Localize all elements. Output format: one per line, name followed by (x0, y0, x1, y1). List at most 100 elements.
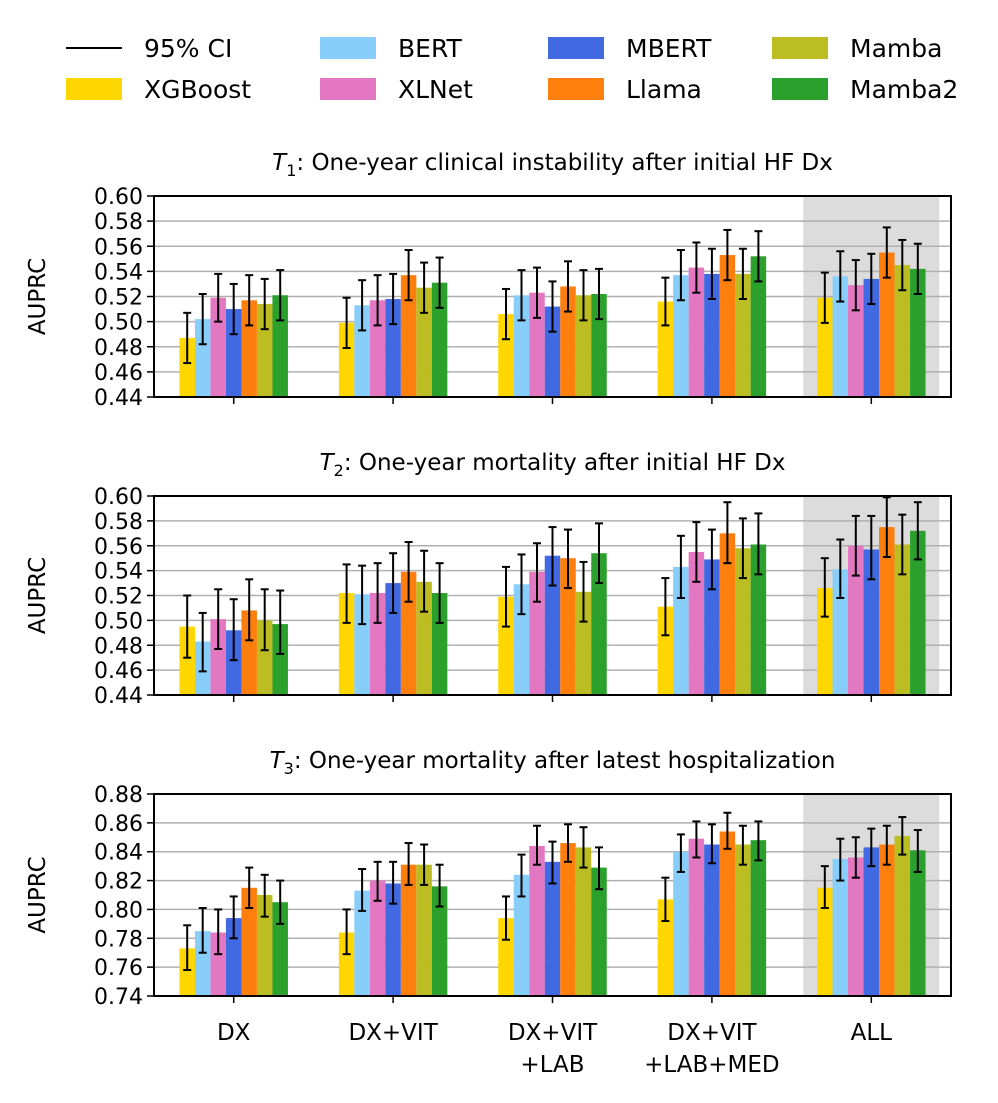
bar-xgboost-all (817, 588, 833, 695)
bar-bert-dx-vit-lab (513, 584, 530, 695)
y-tick-label: 0.46 (94, 659, 143, 684)
bar-mamba-dx-vit-lab (575, 591, 592, 695)
y-tick-label: 0.50 (94, 609, 143, 634)
y-tick-label: 0.80 (94, 898, 143, 923)
y-tick-label: 0.58 (94, 210, 143, 235)
bar-mamba2-dx-vit (431, 593, 448, 695)
bar-mamba-all (894, 835, 911, 996)
chart-panels: 0.440.460.480.500.520.540.560.580.60AUPR… (25, 150, 952, 1078)
y-tick-label: 0.50 (94, 311, 143, 336)
bar-bert-dx (194, 319, 211, 397)
bar-mamba2-all (910, 850, 926, 996)
bar-mbert-dx-vit-lab (544, 306, 561, 397)
bar-xgboost-dx-vit (338, 322, 355, 397)
y-tick-label: 0.52 (94, 286, 143, 311)
bar-mbert-dx-vit (385, 883, 401, 996)
bar-llama-all (879, 527, 895, 695)
bar-xlnet-all (848, 545, 864, 695)
ci-legend-label: 95% CI (144, 34, 232, 63)
bar-mamba2-dx (272, 624, 288, 695)
bar-bert-all (832, 276, 849, 397)
bar-mbert-dx-vit-lab-med (704, 273, 720, 397)
x-tick-label-all: ALL (851, 1020, 893, 1046)
bar-bert-dx-vit-lab-med (673, 851, 689, 996)
bar-llama-all (879, 252, 895, 397)
bar-xlnet-dx-vit-lab-med (688, 838, 705, 996)
bar-llama-dx-vit-lab (560, 843, 576, 996)
y-tick-label: 0.48 (94, 634, 143, 659)
legend-label-mamba: Mamba (850, 34, 942, 63)
bar-mamba-dx-vit (416, 287, 432, 397)
bar-xlnet-dx (210, 619, 226, 695)
bar-mbert-dx-vit-lab-med (704, 844, 720, 996)
y-tick-label: 0.84 (94, 841, 143, 866)
bar-mamba-dx (256, 895, 273, 996)
y-tick-label: 0.82 (94, 870, 143, 895)
bar-mamba-dx-vit-lab-med (735, 844, 751, 996)
bar-llama-dx-vit (400, 864, 417, 996)
x-tick-label-dx-vit-lab-med: DX+VIT +LAB+MED (644, 1020, 779, 1078)
legend-swatch-llama (548, 78, 604, 100)
bar-xgboost-dx (179, 626, 195, 695)
bar-mamba2-dx-vit-lab-med (750, 840, 767, 996)
bar-llama-dx-vit-lab-med (719, 255, 736, 397)
y-tick-label: 0.74 (94, 985, 143, 1010)
bar-mbert-all (863, 847, 880, 996)
bar-mbert-all (863, 278, 880, 397)
bar-llama-dx-vit-lab (560, 558, 576, 695)
bar-mamba-dx-vit (416, 581, 432, 695)
bar-mbert-all (863, 549, 880, 695)
bar-bert-dx-vit (354, 890, 370, 996)
chart-panel-3: 0.74 0.76 0.78 0.80 0.82 0.84 0.86 0.88 DX DX+VIT… (25, 748, 952, 1078)
legend-swatch-mamba (772, 37, 828, 59)
bar-xlnet-all (848, 857, 864, 996)
bar-mbert-dx (225, 630, 242, 695)
bar-xgboost-dx (179, 948, 195, 996)
y-axis-label: AUPRC (25, 258, 51, 335)
legend-swatch-bert (320, 37, 376, 59)
y-tick-label: 0.88 (94, 783, 143, 808)
bar-mamba2-dx-vit-lab-med (750, 544, 767, 695)
panel-title: T3: One-year mortality after latest hosp… (270, 748, 836, 778)
x-tick-label-dx: DX (217, 1020, 251, 1046)
y-tick-label: 0.86 (94, 812, 143, 837)
y-tick-label: 0.48 (94, 336, 143, 361)
y-tick-label: 0.56 (94, 535, 143, 560)
y-tick-label: 0.56 (94, 235, 143, 260)
bar-mbert-dx-vit (385, 583, 401, 695)
y-tick-label: 0.58 (94, 510, 143, 535)
legend-swatch-xlnet (320, 78, 376, 100)
bar-mamba2-all (910, 268, 926, 397)
bar-bert-dx-vit-lab-med (673, 275, 689, 397)
y-tick-label: 0.44 (94, 684, 143, 709)
y-axis-label: AUPRC (25, 856, 51, 933)
bar-xgboost-dx-vit-lab (498, 918, 514, 996)
bar-bert-dx-vit (354, 305, 370, 397)
bar-mamba2-dx (272, 902, 288, 996)
bar-xlnet-dx-vit-lab-med (688, 551, 705, 695)
legend-swatch-mbert (548, 37, 604, 59)
bar-mamba-all (894, 265, 911, 397)
panel-title: T1: One-year clinical instability after … (272, 150, 833, 180)
panel-title: T2: One-year mortality after initial HF … (320, 450, 786, 480)
bar-mamba2-dx-vit-lab (591, 867, 607, 996)
bar-mamba2-dx-vit (431, 282, 448, 397)
bar-mamba2-dx-vit-lab-med (750, 256, 767, 397)
bar-mamba-dx-vit-lab (575, 847, 592, 996)
x-tick-label-dx-vit: DX+VIT (348, 1020, 438, 1046)
bar-mamba-dx-vit (416, 864, 432, 996)
bar-mbert-dx (225, 309, 242, 397)
bar-mbert-dx-vit-lab (544, 555, 561, 695)
y-tick-label: 0.52 (94, 585, 143, 610)
legend-label-llama: Llama (626, 75, 702, 104)
bar-llama-dx-vit-lab (560, 286, 576, 397)
bar-xgboost-dx-vit-lab (498, 314, 514, 397)
bar-xgboost-dx-vit-lab (498, 596, 514, 695)
bar-mamba2-all (910, 530, 926, 695)
legend-label-mbert: MBERT (626, 34, 712, 63)
chart-panel-1: 0.440.460.480.500.520.540.560.580.60 AUPR… (25, 150, 952, 411)
bar-llama-dx-vit (400, 275, 417, 397)
bar-xlnet-dx-vit-lab-med (688, 267, 705, 397)
y-tick-label: 0.76 (94, 956, 143, 981)
bar-xgboost-dx-vit (338, 932, 355, 996)
